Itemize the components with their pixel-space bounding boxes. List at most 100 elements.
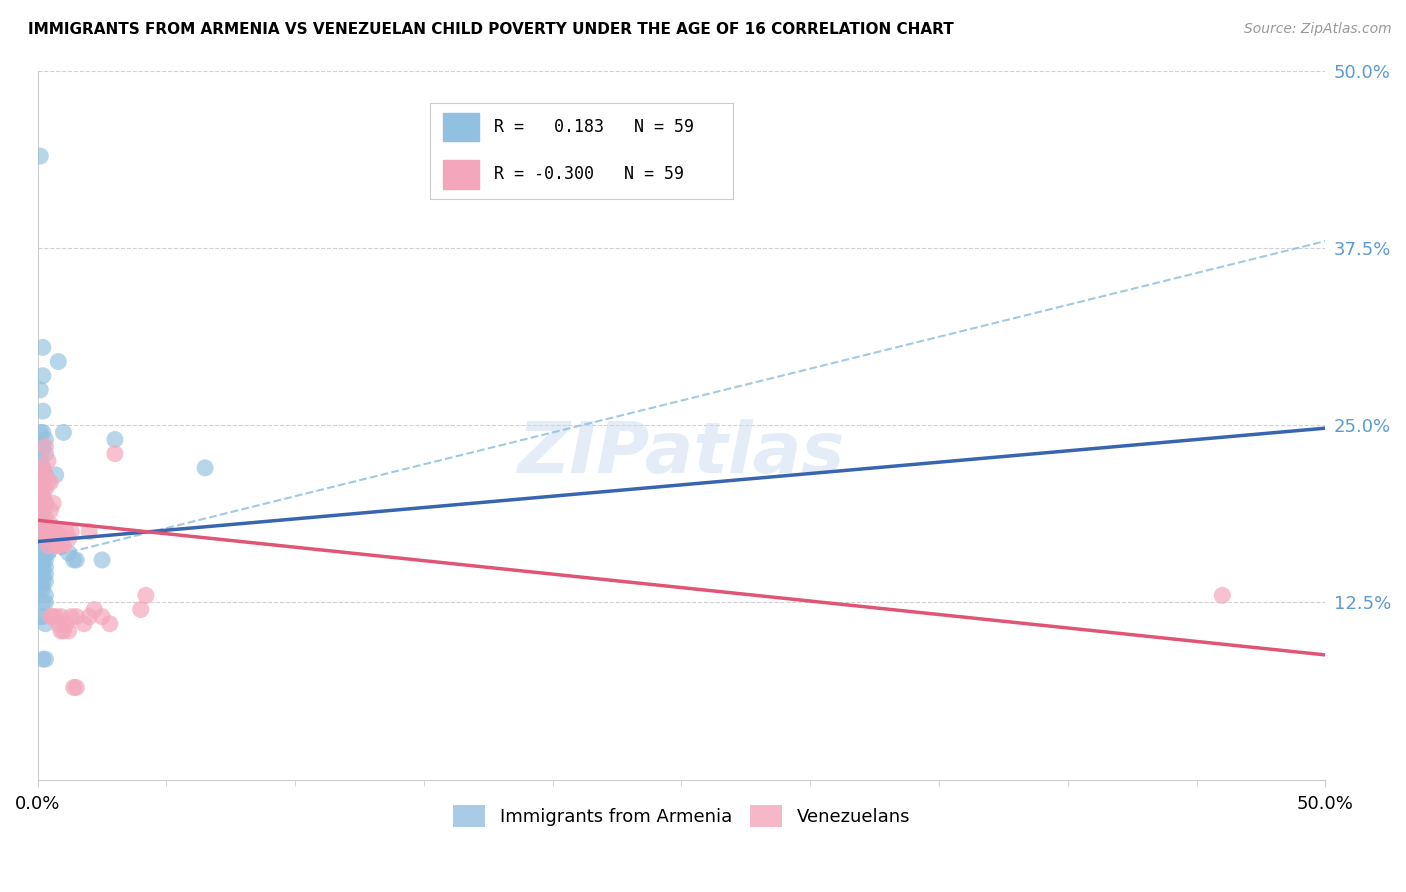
Point xyxy=(34,433,56,447)
Point xyxy=(30,582,52,596)
Point xyxy=(34,553,56,567)
Point xyxy=(31,652,53,666)
Point xyxy=(52,539,75,553)
Point xyxy=(42,524,65,539)
Point xyxy=(49,624,72,638)
Point xyxy=(45,539,67,553)
Point xyxy=(73,616,96,631)
Point xyxy=(37,524,59,539)
Point xyxy=(34,616,56,631)
Point xyxy=(42,496,65,510)
Point xyxy=(98,616,121,631)
Point xyxy=(30,560,52,574)
Point xyxy=(34,440,56,454)
Point xyxy=(34,496,56,510)
Point xyxy=(31,595,53,609)
Legend: Immigrants from Armenia, Venezuelans: Immigrants from Armenia, Venezuelans xyxy=(446,797,918,834)
Point xyxy=(42,609,65,624)
Point xyxy=(37,546,59,560)
Point xyxy=(31,553,53,567)
Point xyxy=(62,553,84,567)
Point xyxy=(31,467,53,482)
Point xyxy=(31,368,53,383)
Point xyxy=(83,602,105,616)
Point xyxy=(65,609,87,624)
Point xyxy=(129,602,152,616)
Point xyxy=(46,524,69,539)
Point xyxy=(60,524,83,539)
Point xyxy=(58,624,80,638)
Point xyxy=(45,609,67,624)
Point xyxy=(46,539,69,553)
Point xyxy=(45,524,67,539)
Point xyxy=(30,482,52,496)
Point xyxy=(65,681,87,695)
Point xyxy=(49,609,72,624)
Point xyxy=(34,567,56,582)
Point xyxy=(91,553,114,567)
Point xyxy=(37,532,59,546)
Point xyxy=(31,482,53,496)
Point xyxy=(34,467,56,482)
Point xyxy=(31,460,53,475)
Point xyxy=(34,524,56,539)
Point xyxy=(104,433,127,447)
Point xyxy=(34,532,56,546)
Point xyxy=(34,560,56,574)
Point xyxy=(45,467,67,482)
Text: IMMIGRANTS FROM ARMENIA VS VENEZUELAN CHILD POVERTY UNDER THE AGE OF 16 CORRELAT: IMMIGRANTS FROM ARMENIA VS VENEZUELAN CH… xyxy=(28,22,953,37)
Point xyxy=(45,532,67,546)
Point xyxy=(30,524,52,539)
Point xyxy=(30,510,52,524)
Point xyxy=(39,609,62,624)
Point xyxy=(58,532,80,546)
Y-axis label: Child Poverty Under the Age of 16: Child Poverty Under the Age of 16 xyxy=(0,284,8,567)
Point xyxy=(46,616,69,631)
Point xyxy=(31,460,53,475)
Point xyxy=(46,354,69,368)
Point xyxy=(39,517,62,532)
Point xyxy=(60,609,83,624)
Point xyxy=(65,553,87,567)
Point xyxy=(34,467,56,482)
Point xyxy=(77,609,100,624)
Point xyxy=(42,532,65,546)
Point xyxy=(30,567,52,582)
Point xyxy=(31,489,53,503)
Point xyxy=(52,624,75,638)
Point xyxy=(31,510,53,524)
Point xyxy=(39,475,62,489)
Point xyxy=(37,475,59,489)
Point xyxy=(39,524,62,539)
Point xyxy=(31,560,53,574)
Point xyxy=(30,539,52,553)
Point xyxy=(194,460,217,475)
Point xyxy=(31,539,53,553)
Point xyxy=(49,539,72,553)
Point xyxy=(91,609,114,624)
Point xyxy=(104,447,127,461)
Point xyxy=(135,588,157,602)
Point xyxy=(58,546,80,560)
Point xyxy=(31,340,53,354)
Point xyxy=(31,503,53,517)
Point xyxy=(37,454,59,468)
Point xyxy=(62,681,84,695)
Point xyxy=(31,440,53,454)
Point xyxy=(34,595,56,609)
Point xyxy=(77,524,100,539)
Point xyxy=(34,652,56,666)
Text: Source: ZipAtlas.com: Source: ZipAtlas.com xyxy=(1244,22,1392,37)
Point xyxy=(31,496,53,510)
Point xyxy=(34,588,56,602)
Point xyxy=(31,524,53,539)
Point xyxy=(30,496,52,510)
Point xyxy=(34,546,56,560)
Point xyxy=(34,574,56,589)
Point xyxy=(55,524,77,539)
Point xyxy=(52,425,75,440)
Point xyxy=(30,609,52,624)
Point xyxy=(30,454,52,468)
Point xyxy=(34,517,56,532)
Point xyxy=(1211,588,1233,602)
